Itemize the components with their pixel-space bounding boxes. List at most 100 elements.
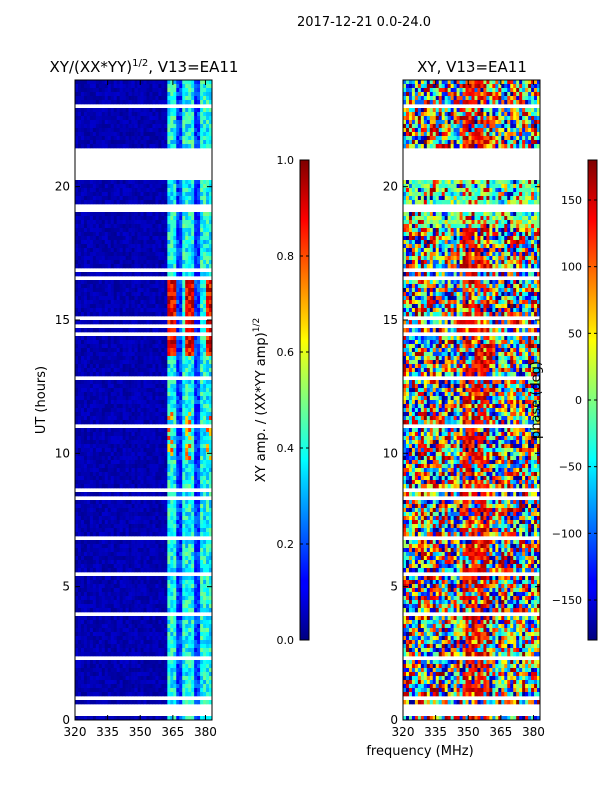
heatmap-cell	[179, 100, 183, 105]
heatmap-cell	[209, 260, 212, 265]
heatmap-cell	[194, 244, 198, 249]
heatmap-cell	[188, 288, 192, 293]
heatmap-cell	[95, 560, 100, 565]
heatmap-cell	[200, 120, 204, 125]
heatmap-cell	[92, 348, 97, 353]
heatmap-cell	[86, 420, 91, 425]
heatmap-cell	[179, 548, 183, 553]
heatmap-cell	[89, 236, 94, 241]
heatmap-cell	[140, 184, 144, 189]
heatmap-cell	[131, 460, 135, 465]
heatmap-cell	[131, 136, 135, 141]
heatmap-cell	[185, 412, 189, 417]
heatmap-cell	[83, 404, 88, 409]
heatmap-cell	[98, 348, 103, 353]
heatmap-cell	[77, 580, 82, 585]
heatmap-cell	[140, 388, 144, 393]
heatmap-cell	[86, 388, 91, 393]
heatmap-cell	[185, 200, 189, 205]
heatmap-cell	[200, 480, 204, 485]
heatmap-cell	[140, 220, 144, 225]
heatmap-cell	[119, 528, 123, 533]
heatmap-cell	[179, 480, 183, 485]
heatmap-cell	[170, 296, 174, 301]
heatmap-cell	[125, 108, 129, 113]
heatmap-cell	[86, 500, 91, 505]
heatmap-cell	[77, 212, 82, 217]
heatmap-cell	[152, 296, 156, 301]
heatmap-cell	[164, 400, 168, 405]
heatmap-cell	[155, 224, 159, 229]
heatmap-cell	[107, 452, 112, 457]
heatmap-cell	[185, 220, 189, 225]
heatmap-cell	[107, 596, 112, 601]
heatmap-cell	[122, 236, 126, 241]
heatmap-cell	[98, 200, 103, 205]
heatmap-cell	[173, 464, 177, 469]
heatmap-cell	[191, 524, 195, 529]
heatmap-cell	[179, 320, 183, 325]
heatmap-cell	[191, 420, 195, 425]
heatmap-cell	[77, 244, 82, 249]
heatmap-cell	[164, 448, 168, 453]
heatmap-cell	[116, 516, 121, 521]
heatmap-cell	[209, 556, 212, 561]
heatmap-cell	[98, 452, 103, 457]
heatmap-cell	[128, 512, 132, 517]
heatmap-cell	[188, 312, 192, 317]
heatmap-cell	[98, 360, 103, 365]
heatmap-cell	[179, 500, 183, 505]
heatmap-cell	[149, 244, 153, 249]
heatmap-cell	[170, 192, 174, 197]
heatmap-cell	[137, 544, 141, 549]
heatmap-cell	[194, 476, 198, 481]
heatmap-cell	[140, 108, 144, 113]
heatmap-cell	[86, 440, 91, 445]
heatmap-cell	[122, 404, 126, 409]
heatmap-cell	[80, 180, 85, 185]
heatmap-cell	[104, 528, 109, 533]
heatmap-cell	[191, 240, 195, 245]
heatmap-cell	[176, 396, 180, 401]
heatmap-cell	[176, 504, 180, 509]
heatmap-cell	[185, 396, 189, 401]
heatmap-cell	[92, 288, 97, 293]
heatmap-cell	[83, 136, 88, 141]
heatmap-cell	[155, 540, 159, 545]
heatmap-cell	[75, 452, 79, 457]
heatmap-cell	[146, 256, 150, 261]
heatmap-cell	[137, 328, 141, 333]
heatmap-cell	[152, 500, 156, 505]
heatmap-cell	[104, 344, 109, 349]
heatmap-cell	[161, 132, 165, 137]
heatmap-cell	[188, 224, 192, 229]
heatmap-cell	[179, 472, 183, 477]
heatmap-cell	[89, 144, 94, 149]
heatmap-cell	[209, 236, 212, 241]
heatmap-cell	[191, 456, 195, 461]
heatmap-cell	[89, 444, 94, 449]
heatmap-cell	[89, 356, 94, 361]
heatmap-cell	[113, 232, 118, 237]
heatmap-cell	[188, 340, 192, 345]
heatmap-cell	[155, 344, 159, 349]
heatmap-cell	[128, 256, 132, 261]
heatmap-cell	[194, 84, 198, 89]
heatmap-cell	[83, 548, 88, 553]
heatmap-cell	[83, 88, 88, 93]
heatmap-cell	[95, 556, 100, 561]
heatmap-cell	[173, 312, 177, 317]
heatmap-cell	[152, 484, 156, 489]
heatmap-cell	[134, 292, 138, 297]
heatmap-cell	[77, 320, 82, 325]
heatmap-cell	[176, 240, 180, 245]
heatmap-cell	[155, 356, 159, 361]
heatmap-cell	[149, 312, 153, 317]
heatmap-cell	[122, 408, 126, 413]
heatmap-cell	[179, 108, 183, 113]
heatmap-cell	[182, 236, 186, 241]
heatmap-cell	[134, 596, 138, 601]
heatmap-cell	[83, 232, 88, 237]
heatmap-cell	[197, 392, 201, 397]
heatmap-cell	[113, 524, 118, 529]
